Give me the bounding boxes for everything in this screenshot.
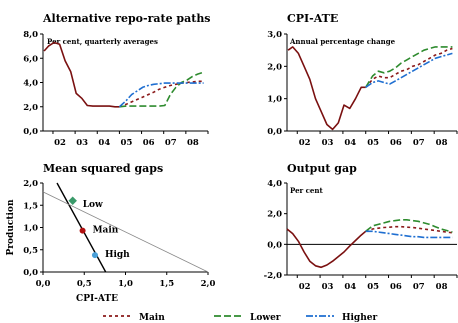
point-label-low: Low xyxy=(83,200,103,210)
y-tick-label: 2,0 xyxy=(23,103,38,113)
panel-title: CPI-ATE xyxy=(287,12,338,25)
y-tick-label: 1,0 xyxy=(23,224,38,234)
x-tick-label: 1,0 xyxy=(118,279,133,289)
x-tick-label: 07 xyxy=(413,138,425,148)
legend-label-lower: Lower xyxy=(250,313,281,323)
panel-subtitle: Per cent, quarterly averages xyxy=(47,37,158,46)
x-tick-label: 04 xyxy=(98,138,110,148)
x-tick-label: 02 xyxy=(299,138,311,148)
series-line-main xyxy=(365,47,453,88)
panel-subtitle: Per cent xyxy=(290,186,323,195)
x-tick-label: 03 xyxy=(322,282,334,292)
y-tick-label: 0,0 xyxy=(267,240,282,250)
x-tick-label: 03 xyxy=(322,138,334,148)
series-line-lower xyxy=(119,71,204,108)
series-line-higher xyxy=(365,52,453,88)
series-line-history xyxy=(286,228,367,269)
series-line-history xyxy=(43,41,120,108)
y-tick-label: 8,0 xyxy=(23,30,38,40)
legend-label-main: Main xyxy=(139,313,165,323)
x-tick-label: 0,5 xyxy=(77,279,92,289)
y-tick-label: 0,0 xyxy=(23,127,38,137)
frontier-line xyxy=(56,182,107,273)
x-tick-label: 07 xyxy=(165,138,177,148)
series-line-lower xyxy=(365,219,453,233)
reference-line xyxy=(42,191,209,273)
panel-title: Output gap xyxy=(287,162,357,175)
y-tick-label: 1,5 xyxy=(23,201,38,211)
x-tick-label: 06 xyxy=(390,282,402,292)
point-marker-high xyxy=(91,252,98,259)
series-line-main xyxy=(365,225,453,234)
x-tick-label: 0,0 xyxy=(36,279,51,289)
y-tick-label: 3,0 xyxy=(267,30,282,40)
panel-title: Mean squared gaps xyxy=(43,162,163,175)
panel-title: Alternative repo-rate paths xyxy=(42,12,211,25)
x-tick-label: 03 xyxy=(76,138,88,148)
x-tick-label: 08 xyxy=(436,282,448,292)
point-label-main: Main xyxy=(93,226,119,236)
x-tick-label: 1,5 xyxy=(159,279,174,289)
x-tick-label: 02 xyxy=(299,282,311,292)
point-marker-main xyxy=(79,227,86,234)
y-tick-label: 0,5 xyxy=(23,246,38,256)
x-tick-label: 05 xyxy=(367,282,379,292)
point-marker-low xyxy=(68,196,77,206)
y-axis-label: Production xyxy=(6,199,16,255)
x-tick-label: 04 xyxy=(344,282,356,292)
series-line-lower xyxy=(365,46,453,88)
x-tick-label: 02 xyxy=(54,138,66,148)
series-line-higher xyxy=(118,82,204,108)
series-line-history xyxy=(287,46,366,131)
y-tick-label: 4,0 xyxy=(23,79,38,89)
x-tick-label: 08 xyxy=(187,138,199,148)
x-tick-label: 2,0 xyxy=(201,279,216,289)
x-tick-label: 06 xyxy=(390,138,402,148)
y-tick-label: -2,0 xyxy=(264,271,282,281)
legend-label-higher: Higher xyxy=(342,313,377,323)
series-line-higher xyxy=(365,230,453,239)
y-tick-label: 2,0 xyxy=(267,62,282,72)
point-label-high: High xyxy=(105,250,130,260)
y-tick-label: 0,0 xyxy=(267,127,282,137)
y-tick-label: 1,0 xyxy=(267,95,282,105)
y-tick-label: 0,0 xyxy=(23,268,38,278)
x-axis-label: CPI-ATE xyxy=(76,294,118,304)
y-tick-label: 2,0 xyxy=(267,210,282,220)
y-tick-label: 6,0 xyxy=(23,54,38,64)
panel-subtitle: Annual percentage change xyxy=(289,37,396,46)
x-tick-label: 05 xyxy=(367,138,379,148)
x-tick-label: 06 xyxy=(143,138,155,148)
y-tick-label: 4,0 xyxy=(267,179,282,189)
x-tick-label: 05 xyxy=(121,138,133,148)
x-tick-label: 04 xyxy=(344,138,356,148)
y-tick-label: 2,0 xyxy=(23,179,38,189)
x-tick-label: 08 xyxy=(436,138,448,148)
x-tick-label: 07 xyxy=(413,282,425,292)
